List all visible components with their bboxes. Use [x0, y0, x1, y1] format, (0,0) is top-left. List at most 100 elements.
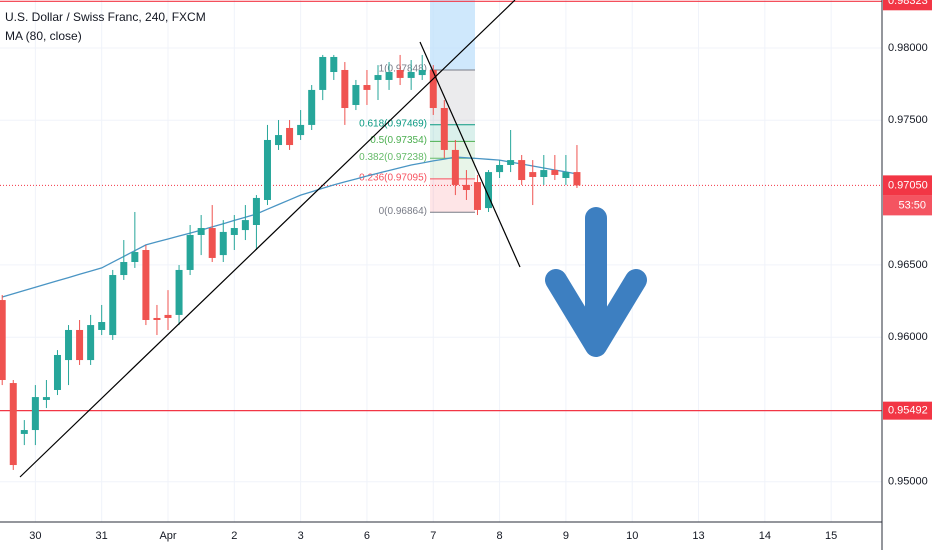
x-tick-label: 10	[626, 530, 638, 542]
candle-body	[451, 149, 459, 185]
candle-body	[131, 252, 139, 263]
trend-line	[419, 41, 521, 268]
candle-body	[9, 383, 17, 466]
candle-body	[540, 170, 548, 177]
candle-body	[42, 397, 50, 400]
x-tick-label: 2	[231, 530, 237, 542]
candle-body	[186, 234, 194, 270]
candle-body	[429, 69, 437, 109]
x-tick-label: 13	[692, 530, 704, 542]
price-label: 0.97050	[888, 179, 928, 191]
price-label-box	[883, 401, 932, 420]
x-tick-label: 31	[96, 530, 108, 542]
candle-body	[562, 172, 570, 179]
candle-body	[98, 322, 106, 330]
trend-line	[19, 0, 516, 478]
candle-body	[418, 69, 426, 76]
candle-body	[142, 250, 150, 320]
candle-body	[319, 56, 327, 90]
candle-body	[31, 397, 39, 431]
fib-label: 0.236(0.97095)	[359, 173, 427, 184]
candle-body	[352, 85, 360, 105]
candle-body	[76, 329, 84, 361]
candle-body	[507, 160, 515, 165]
x-tick-label: 9	[563, 530, 569, 542]
candle-body	[341, 69, 349, 109]
candle-body	[551, 170, 559, 175]
fib-label: 0.5(0.97354)	[370, 135, 427, 146]
candle-body	[440, 108, 448, 150]
y-tick-label: 0.95000	[888, 476, 928, 488]
candle-body	[462, 184, 470, 191]
candle-body	[109, 275, 117, 336]
candle-body	[20, 430, 28, 434]
candle-body	[263, 139, 271, 200]
candle-body	[297, 124, 305, 136]
candle-body	[164, 314, 172, 318]
candle-body	[175, 269, 183, 315]
countdown: 53:50	[898, 199, 926, 211]
candles	[0, 54, 581, 470]
candle-body	[363, 85, 371, 90]
y-tick-label: 0.96500	[888, 259, 928, 271]
x-tick-label: 14	[759, 530, 771, 542]
candle-body	[208, 228, 216, 258]
countdown-box	[883, 195, 932, 216]
fib-label: 1(0.97848)	[379, 64, 427, 75]
fib-label: 0(0.96864)	[379, 206, 427, 217]
candle-body	[120, 262, 128, 276]
candle-body	[153, 317, 161, 320]
candle-body	[65, 329, 73, 361]
legend-ma: MA (80, close)	[5, 29, 82, 43]
candle-body	[197, 228, 205, 235]
candle-body	[330, 56, 338, 73]
candle-body	[396, 69, 404, 78]
candle-body	[219, 231, 227, 256]
moving-average	[2, 156, 578, 298]
y-tick-label: 0.98000	[888, 42, 928, 54]
candle-body	[0, 300, 6, 381]
candle-body	[485, 172, 493, 209]
fib-label: 0.618(0.97469)	[359, 118, 427, 129]
candle-body	[53, 354, 61, 390]
price-axis	[882, 0, 932, 550]
candle-body	[496, 164, 504, 173]
x-tick-label: Apr	[159, 530, 176, 542]
candle-body	[241, 220, 249, 231]
candle-body	[87, 325, 95, 361]
x-tick-label: 8	[497, 530, 503, 542]
candle-body	[385, 72, 393, 80]
ma-line	[2, 156, 578, 298]
fib-label: 0.382(0.97238)	[359, 152, 427, 163]
axis-labels: 0.95000 0.96000 0.96500 0.97500 0.98000 30 31 A…	[29, 0, 932, 542]
price-label: 0.95492	[888, 405, 928, 417]
fib-zone	[430, 124, 475, 142]
y-tick-label: 0.97500	[888, 114, 928, 126]
candle-body	[275, 135, 283, 146]
x-tick-label: 15	[825, 530, 837, 542]
time-range-highlight	[430, 0, 475, 70]
x-tick-label: 3	[298, 530, 304, 542]
price-label: 0.98323	[888, 0, 928, 7]
x-tick-label: 30	[29, 530, 41, 542]
candle-body	[573, 172, 581, 186]
candle-body	[529, 172, 537, 177]
price-label-box	[883, 0, 932, 11]
down-arrow	[545, 207, 647, 357]
candle-body	[518, 160, 526, 181]
x-tick-label: 7	[430, 530, 436, 542]
candle-body	[374, 75, 382, 80]
candle-body	[252, 197, 260, 225]
candle-body	[308, 89, 316, 125]
x-tick-label: 6	[364, 530, 370, 542]
y-tick-label: 0.96000	[888, 331, 928, 343]
chart-title: U.S. Dollar / Swiss Franc, 240, FXCM	[5, 10, 206, 24]
price-lines	[0, 0, 882, 412]
candle-body	[407, 72, 415, 78]
candle-body	[230, 228, 238, 235]
price-label-box	[883, 175, 932, 196]
candle-body	[473, 182, 481, 210]
